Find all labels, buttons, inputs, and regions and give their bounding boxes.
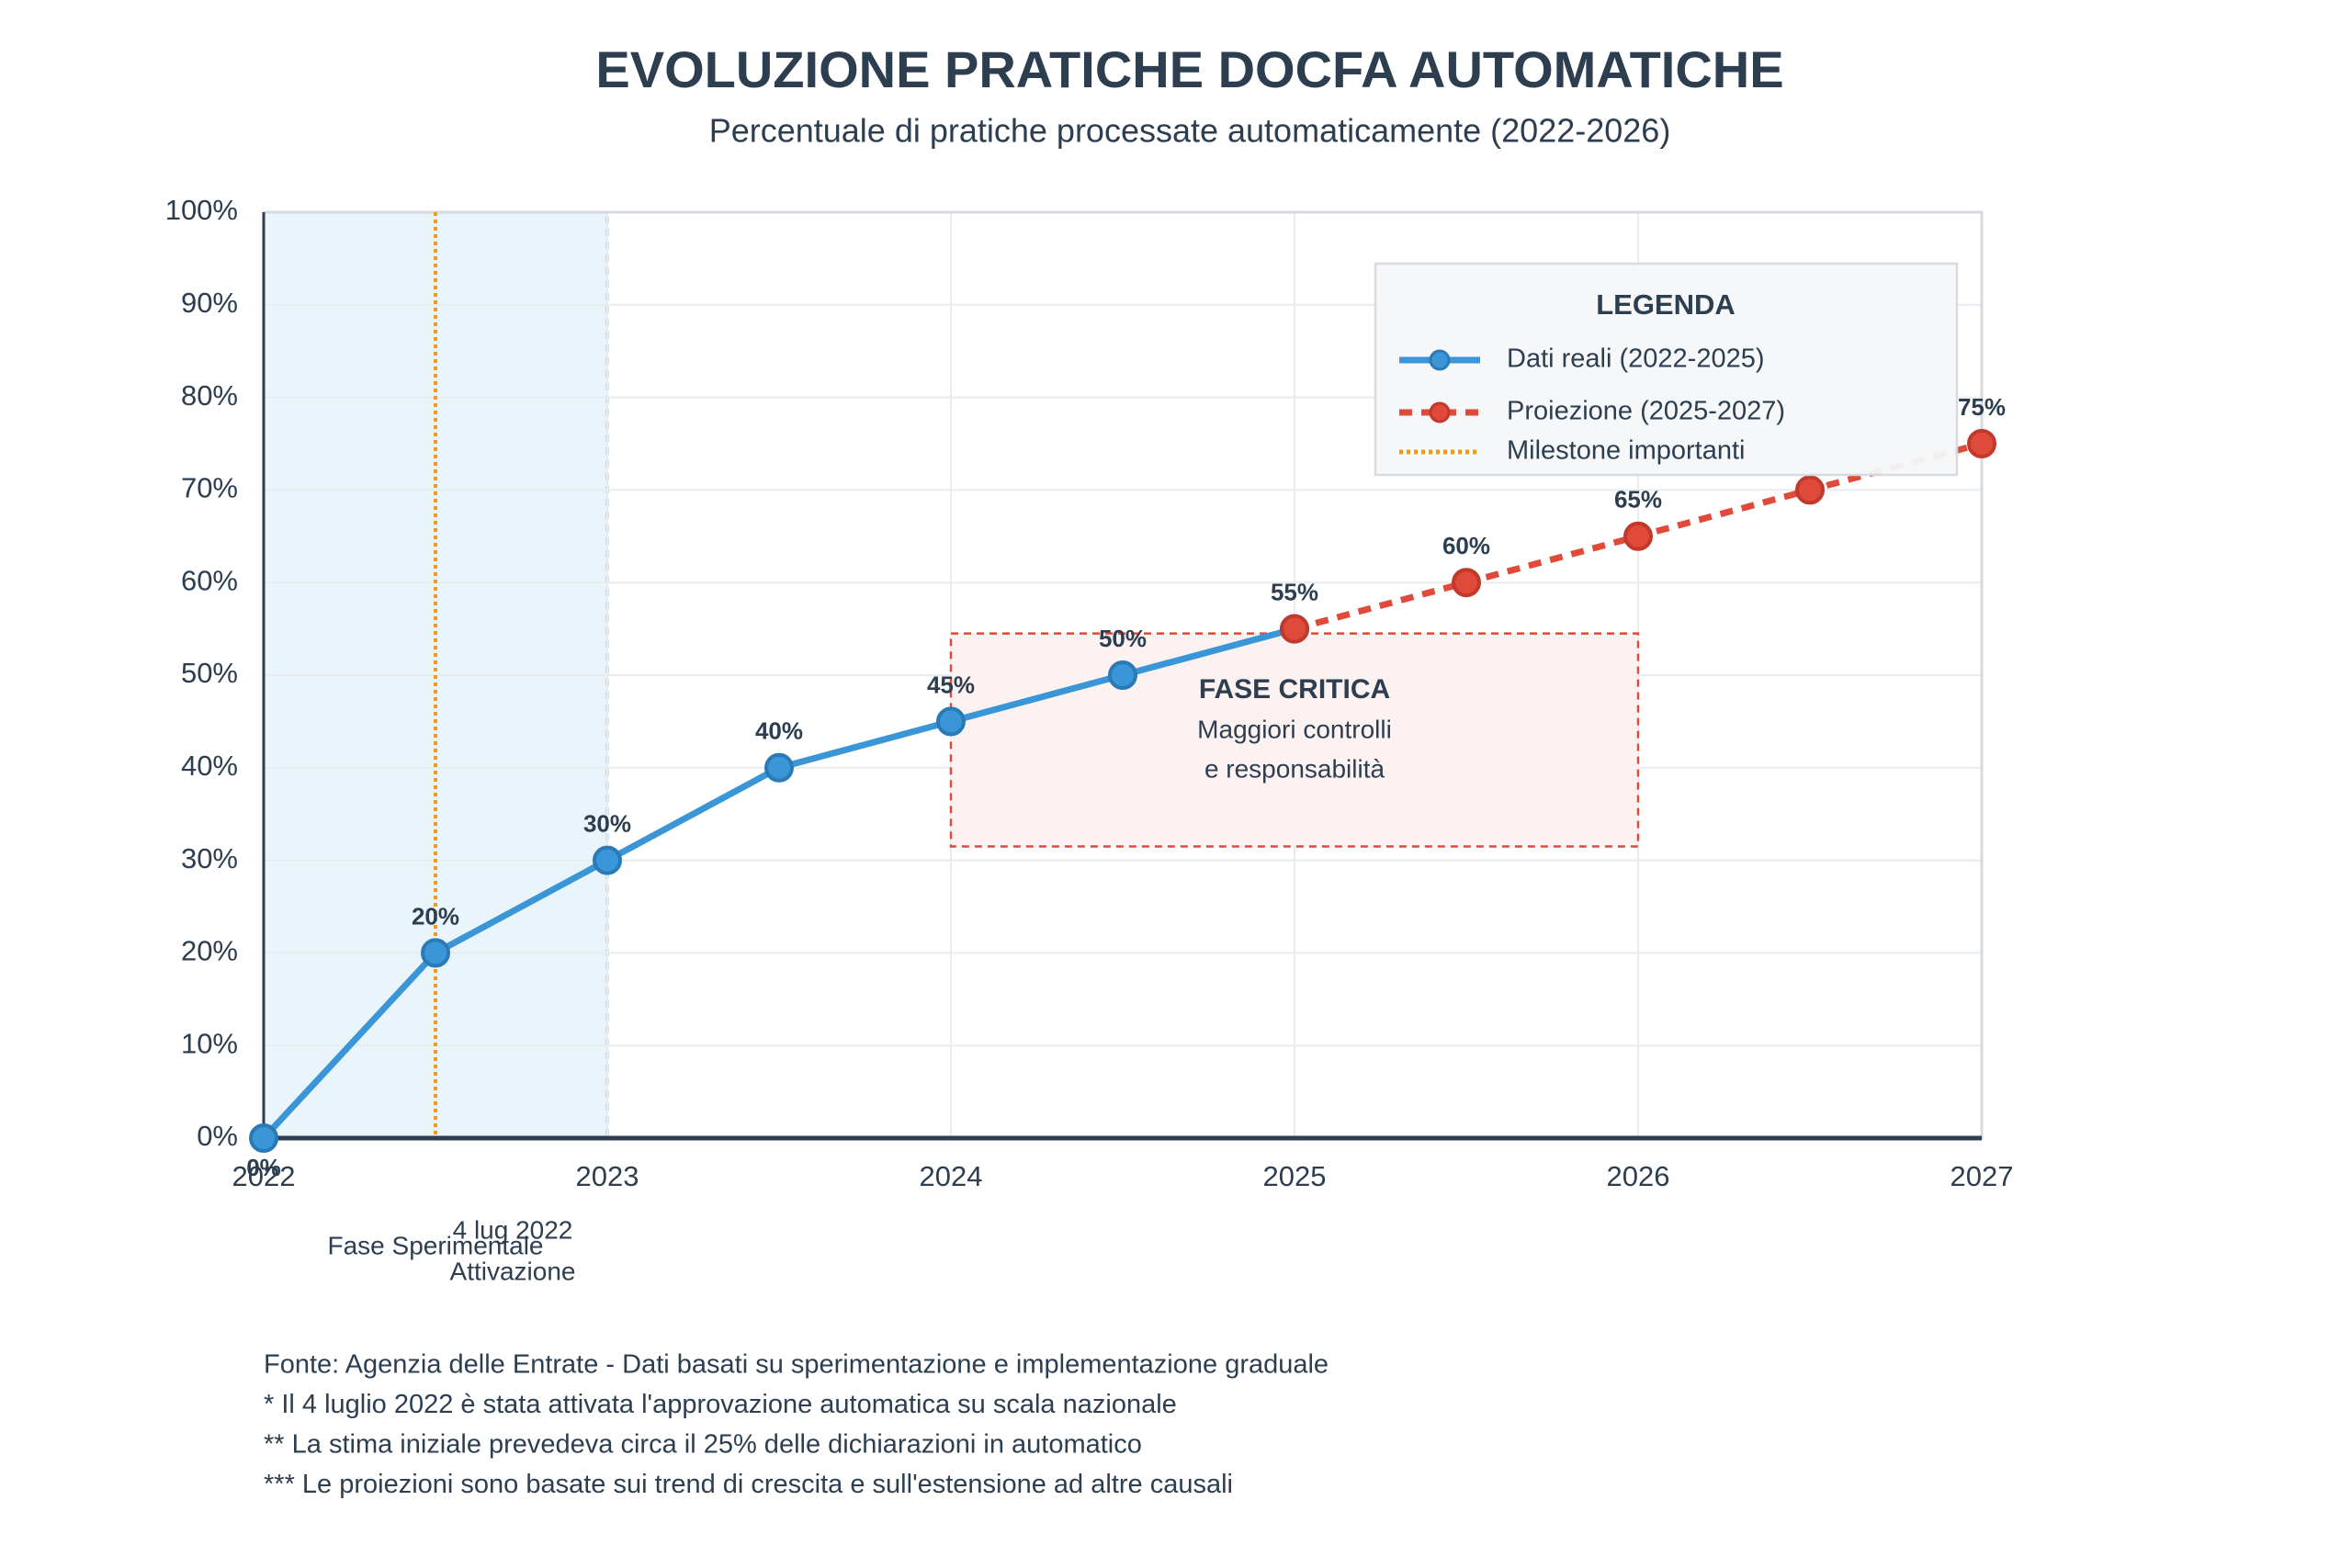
data-point — [936, 706, 966, 737]
y-tick-label: 0% — [197, 1120, 238, 1152]
legend-marker — [1429, 349, 1451, 371]
y-tick-label: 10% — [181, 1027, 238, 1059]
footnote: ** La stima iniziale prevedeva circa il … — [264, 1430, 1142, 1460]
y-tick-label: 60% — [181, 564, 238, 596]
milestone-label: Attivazione — [450, 1257, 576, 1285]
data-point — [1452, 568, 1481, 598]
data-label: 60% — [1442, 532, 1490, 559]
x-tick-label: 2026 — [1607, 1160, 1670, 1192]
region-label: Fase Sperimentale — [327, 1231, 543, 1259]
x-tick-label: 2027 — [1951, 1160, 2014, 1192]
legend-marker — [1429, 401, 1451, 423]
data-point — [764, 752, 794, 783]
chart-title: EVOLUZIONE PRATICHE DOCFA AUTOMATICHE — [595, 40, 1783, 98]
data-point — [593, 845, 622, 875]
data-label: 55% — [1271, 578, 1318, 605]
x-tick-label: 2023 — [576, 1160, 639, 1192]
y-tick-label: 70% — [181, 472, 238, 504]
y-tick-label: 20% — [181, 935, 238, 967]
x-tick-label: 2025 — [1263, 1160, 1327, 1192]
legend-label: Milestone importanti — [1507, 436, 1746, 466]
footnote: *** Le proiezioni sono basate sui trend … — [264, 1470, 1233, 1499]
data-point — [1108, 660, 1137, 690]
chart-subtitle: Percentuale di pratiche processate autom… — [709, 112, 1671, 150]
data-point — [249, 1123, 278, 1153]
data-point — [421, 938, 450, 968]
milestone-label: 4 lug 2022 — [453, 1215, 573, 1244]
data-point — [1967, 429, 1996, 458]
y-tick-label: 100% — [165, 194, 238, 226]
footnote: Fonte: Agenzia delle Entrate - Dati basa… — [264, 1350, 1329, 1380]
data-label: 50% — [1099, 625, 1147, 652]
y-tick-label: 30% — [181, 842, 238, 874]
data-label: 65% — [1614, 486, 1662, 513]
x-tick-label: 2022 — [232, 1160, 296, 1192]
legend-label: Proiezione (2025-2027) — [1507, 397, 1785, 426]
legend-box — [1374, 262, 1959, 477]
data-label: 20% — [412, 902, 459, 930]
legend-label: Dati reali (2022-2025) — [1507, 344, 1764, 374]
data-point — [1280, 614, 1309, 644]
data-point — [1795, 475, 1825, 505]
data-label: 45% — [927, 671, 975, 698]
critical-text: Maggiori controlli — [1197, 715, 1392, 743]
data-label: 40% — [755, 717, 803, 745]
y-tick-label: 90% — [181, 287, 238, 319]
data-label: 75% — [1958, 393, 2006, 421]
footnote: * Il 4 luglio 2022 è stata attivata l'ap… — [264, 1390, 1177, 1419]
y-tick-label: 40% — [181, 750, 238, 782]
y-tick-label: 80% — [181, 379, 238, 412]
x-tick-label: 2024 — [920, 1160, 983, 1192]
legend-title: LEGENDA — [1596, 288, 1736, 321]
y-tick-label: 50% — [181, 657, 238, 689]
critical-text: e responsabilità — [1204, 754, 1385, 783]
data-label: 30% — [583, 809, 631, 837]
critical-box — [949, 632, 1640, 848]
data-label: 0% — [246, 1154, 281, 1181]
critical-title: FASE CRITICA — [1199, 674, 1390, 705]
data-point — [1623, 521, 1653, 551]
